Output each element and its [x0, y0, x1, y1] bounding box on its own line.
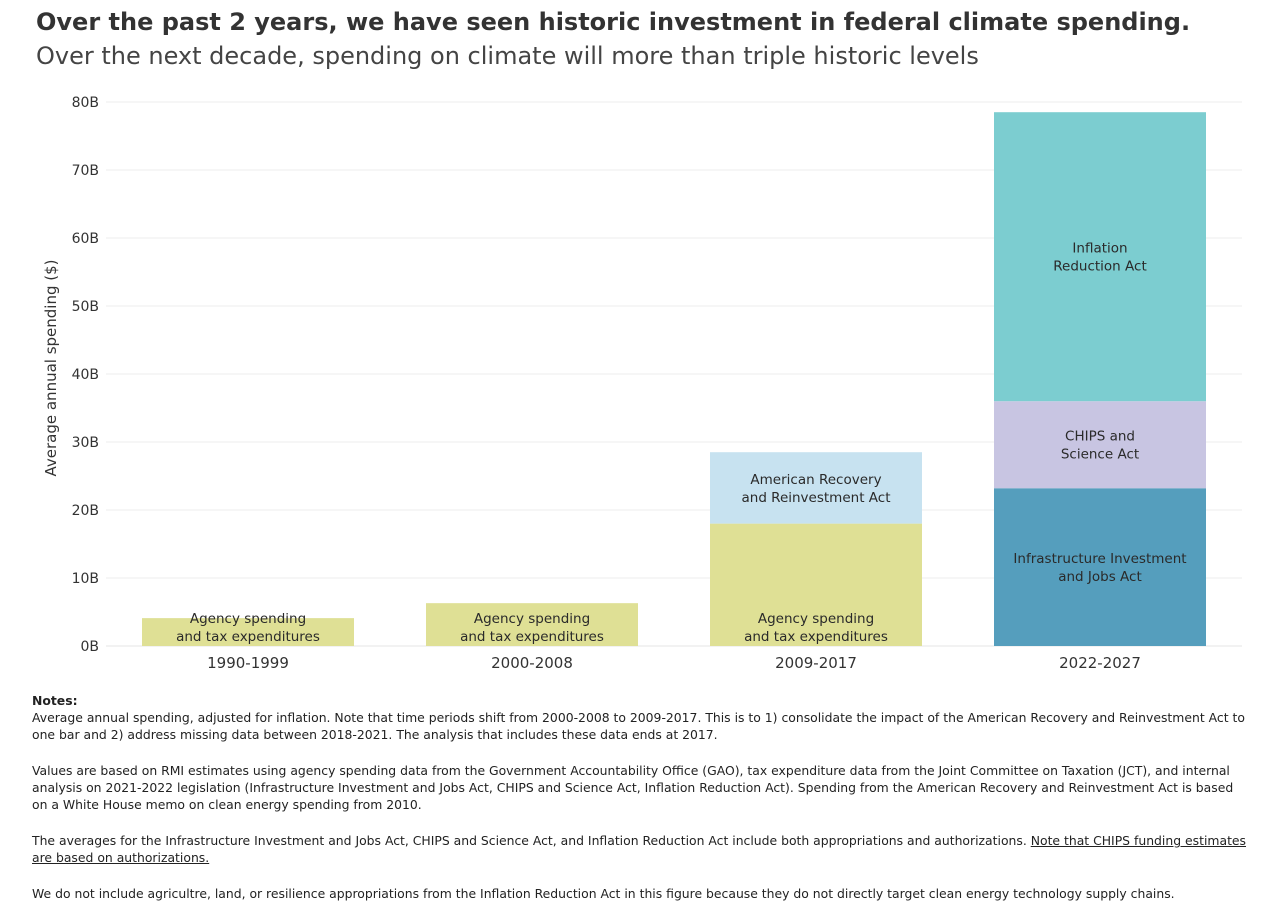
bar-segment-label: Infrastructure Investment — [1013, 551, 1186, 567]
note-paragraph-2: Values are based on RMI estimates using … — [32, 763, 1234, 812]
bar-segment-label: CHIPS and — [1065, 429, 1135, 445]
y-tick-label: 40B — [72, 367, 99, 383]
bar-segment-arra — [710, 452, 922, 524]
x-axis-ticks: 1990-1999 2000-2008 2009-2017 2022-2027 — [207, 654, 1141, 672]
y-tick-label: 70B — [72, 163, 99, 179]
note-paragraph-3-text: The averages for the Infrastructure Inve… — [32, 833, 1031, 848]
bar-segment-label: Agency spending — [190, 611, 306, 627]
bar-segment-agency — [142, 618, 354, 646]
bar-segment-iija — [994, 488, 1206, 646]
bar-segment-label: Agency spending — [758, 611, 874, 627]
x-tick-label: 2000-2008 — [491, 654, 573, 672]
chart-subtitle: Over the next decade, spending on climat… — [36, 42, 979, 70]
note-paragraph-1: Average annual spending, adjusted for in… — [32, 710, 1245, 742]
note-paragraph-3: The averages for the Infrastructure Inve… — [32, 832, 1252, 866]
bar-segment-label: Science Act — [1061, 447, 1139, 463]
bar-segment-label: American Recovery — [750, 472, 881, 488]
bar-segment-label: and tax expenditures — [460, 629, 604, 645]
bar-segment-label: and tax expenditures — [744, 629, 888, 645]
bar-segment-label: and tax expenditures — [176, 629, 320, 645]
bar-segment-label: Inflation — [1072, 241, 1127, 257]
notes-heading: Notes: — [32, 693, 78, 708]
bar-segment-label: and Reinvestment Act — [741, 490, 890, 506]
bar-segment-label: and Jobs Act — [1058, 569, 1142, 585]
y-tick-label: 20B — [72, 503, 99, 519]
y-tick-label: 10B — [72, 571, 99, 587]
bars: Agency spending and tax expenditures Agenc… — [142, 112, 1206, 646]
chart-title: Over the past 2 years, we have seen hist… — [36, 8, 1191, 36]
y-tick-label: 50B — [72, 299, 99, 315]
y-tick-label: 80B — [72, 95, 99, 111]
notes-section: Notes: Average annual spending, adjusted… — [32, 692, 1252, 921]
bar-segment-ira — [994, 112, 1206, 402]
bar-segment-label: Agency spending — [474, 611, 590, 627]
bar-chart: 0B 10B 20B 30B 40B 50B 60B 70B 80B Agency spendi… — [42, 95, 1242, 672]
y-axis-label: Average annual spending ($) — [42, 259, 60, 476]
y-tick-label: 30B — [72, 435, 99, 451]
bar-segment-chips — [994, 401, 1206, 489]
y-tick-label: 60B — [72, 231, 99, 247]
x-tick-label: 1990-1999 — [207, 654, 289, 672]
note-paragraph-3-underlined: Note that CHIPS funding estimates are ba… — [32, 833, 1246, 865]
x-tick-label: 2009-2017 — [775, 654, 857, 672]
bar-segment-agency — [710, 523, 922, 646]
bar-segment-label: Reduction Act — [1053, 259, 1147, 275]
y-axis-ticks: 0B 10B 20B 30B 40B 50B 60B 70B 80B — [72, 95, 99, 655]
bar-segment-agency — [426, 603, 638, 646]
x-tick-label: 2022-2027 — [1059, 654, 1141, 672]
y-tick-label: 0B — [80, 639, 99, 655]
note-paragraph-4: We do not include agricultre, land, or r… — [32, 886, 1175, 901]
